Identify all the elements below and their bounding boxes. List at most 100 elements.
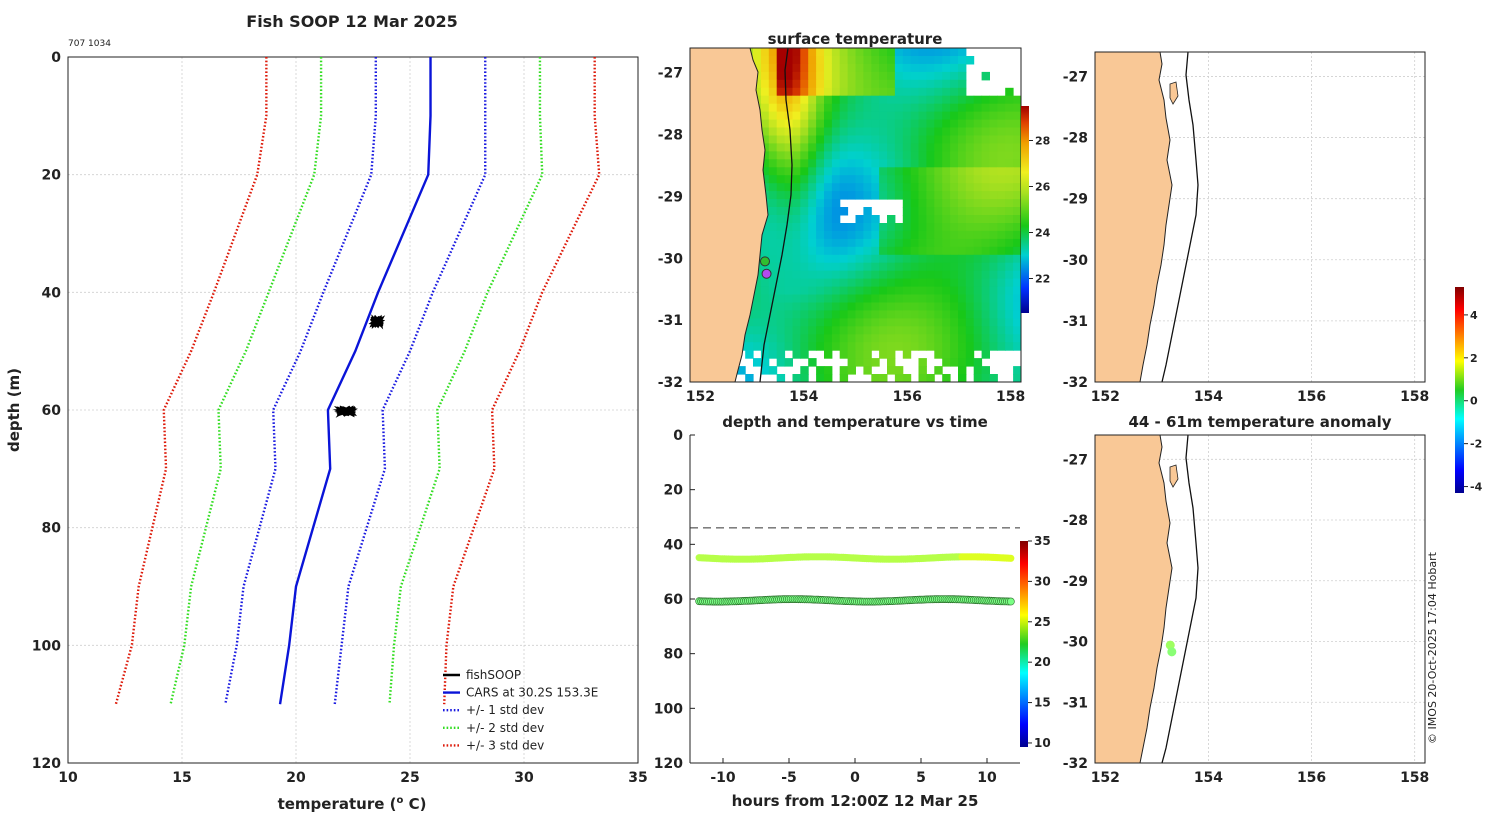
sst-cell [958, 215, 967, 224]
sst-cell [863, 286, 872, 296]
sst-cell [855, 215, 864, 224]
sst-cell [918, 103, 927, 113]
sst-cell [792, 79, 801, 89]
sst-cell [808, 215, 817, 224]
sst-cell [816, 342, 825, 351]
sst-cell [1013, 318, 1021, 327]
sst-cell [894, 342, 904, 351]
sst-cell [926, 167, 935, 176]
sst-cell [800, 191, 809, 200]
profile-fish-data [332, 314, 386, 418]
sst-cell [1005, 310, 1014, 319]
sst-cell [839, 310, 849, 319]
sst-cell [847, 87, 856, 97]
sst-cell [847, 350, 856, 359]
timeseries-ytick-label: 120 [654, 756, 683, 772]
sst-cell [855, 326, 864, 335]
sst-cell [808, 310, 817, 319]
sst-cell [831, 79, 841, 89]
sst-cell [808, 167, 817, 176]
sst-cell [1005, 207, 1014, 216]
sst-cell [958, 183, 967, 192]
sst-cell [839, 119, 849, 129]
sst-cell [776, 238, 786, 248]
sst-cell [973, 310, 983, 319]
sst-cell [808, 151, 817, 160]
sst-cell [784, 48, 793, 57]
sst-cell [910, 215, 920, 224]
sst-cell [981, 119, 990, 129]
sst-ytick-label: -31 [658, 313, 683, 329]
sst-cell [800, 71, 809, 81]
sst-cell [973, 143, 983, 152]
sst-cell [887, 143, 896, 152]
sst-cell [950, 191, 959, 200]
sst-cell [1005, 254, 1014, 264]
sst-cell [989, 294, 998, 303]
sst-cell [792, 119, 801, 129]
sst-cell [989, 342, 998, 351]
sst-cell [973, 342, 983, 351]
profile-std-line-2-plus [388, 57, 544, 705]
sst-cell [879, 151, 888, 160]
sst-cell [1005, 159, 1014, 168]
sst-cell [879, 79, 888, 89]
sst-cell [760, 318, 770, 327]
sst-cell [800, 286, 809, 296]
sst-cell [950, 238, 959, 248]
sst-cell [855, 95, 864, 105]
sst-cell [792, 159, 801, 168]
sst-cell [981, 95, 990, 105]
anomaly-ytick-label: -29 [1063, 574, 1088, 590]
sst-cell [847, 79, 856, 89]
sst-cell [816, 95, 825, 105]
sst-cell [839, 159, 849, 168]
sst-cell [965, 350, 975, 359]
sst-cell [824, 103, 833, 113]
timeseries-colorbar-ticks: 10 15 20 25 30 35 [1028, 534, 1051, 750]
sst-cell [958, 111, 967, 121]
sst-cell [768, 191, 778, 200]
sst-cell [894, 56, 904, 65]
sst-cell [989, 374, 998, 382]
sst-cell [847, 119, 856, 129]
sst-cell [902, 127, 912, 136]
sst-cell [839, 254, 849, 264]
sst-cell [910, 254, 920, 264]
sst-cell [808, 71, 817, 81]
sst-cell [760, 302, 770, 311]
anomaly-xtick-label: 154 [1194, 770, 1223, 786]
sst-cell [847, 254, 856, 264]
sst-cell [997, 159, 1006, 168]
sst-cell [871, 56, 880, 65]
sst-cell [934, 71, 943, 81]
sst-cell [855, 56, 864, 65]
sst-cell [997, 310, 1006, 319]
sst-cell [824, 246, 833, 256]
sst-cell [942, 334, 951, 343]
sst-cell [831, 119, 841, 129]
sst-cell [776, 143, 786, 152]
sst-cell [950, 167, 959, 176]
sst-cell [918, 358, 927, 367]
sst-cell [942, 183, 951, 192]
sst-cell [918, 215, 927, 224]
sst-cell [768, 56, 778, 65]
sst-cell [1005, 127, 1014, 136]
sst-cell [824, 191, 833, 200]
sst-cell [776, 135, 786, 144]
sst-cell [863, 48, 872, 57]
sst-cell [855, 230, 864, 240]
sst-cell [824, 183, 833, 192]
sst-cell [989, 278, 998, 288]
sst-cell [989, 223, 998, 232]
sst-cell [958, 286, 967, 296]
map-top-xtick-label: 154 [1194, 389, 1223, 405]
sst-cell [934, 262, 943, 272]
sst-cell [887, 119, 896, 129]
sst-cell [918, 56, 927, 65]
sst-cell [981, 246, 990, 256]
sst-cell [800, 318, 809, 327]
sst-cell [950, 71, 959, 81]
sst-cell [934, 207, 943, 216]
